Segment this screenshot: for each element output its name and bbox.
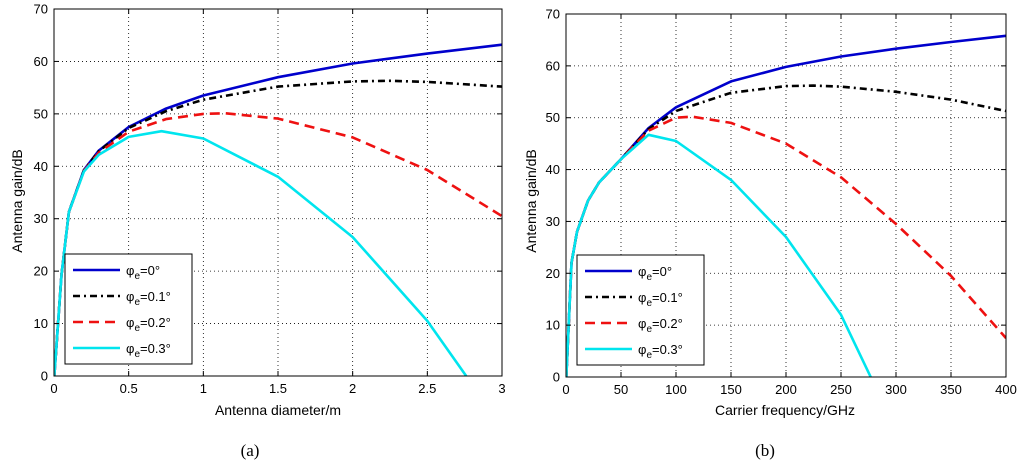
series-line-4 <box>54 129 468 376</box>
legend-label-1: φe=0° <box>638 264 672 283</box>
y-tick-label: 60 <box>546 58 560 73</box>
x-tick-label: 150 <box>720 382 742 397</box>
y-tick-label: 30 <box>546 214 560 229</box>
y-tick-label: 50 <box>34 106 48 121</box>
series-line-3 <box>566 115 1006 377</box>
x-axis-label: Carrier frequency/GHz <box>715 402 855 418</box>
y-tick-label: 70 <box>546 7 560 22</box>
legend-label-2: φe=0.1° <box>126 289 171 308</box>
legend-box <box>576 254 705 366</box>
legend-label-3: φe=0.2° <box>126 315 171 334</box>
y-axis-label: Antenna gain/dB <box>9 149 25 253</box>
legend-label-4: φe=0.3° <box>126 341 171 360</box>
y-tick-label: 70 <box>34 2 48 17</box>
y-tick-label: 30 <box>34 211 48 226</box>
legend: φe=0° φe=0.1° φe=0.2° φe=0.3° <box>576 254 705 366</box>
series-line-4 <box>566 133 872 377</box>
y-tick-label: 10 <box>34 316 48 331</box>
y-tick-label: 10 <box>546 318 560 333</box>
x-tick-label: 0 <box>562 382 569 397</box>
legend-label-4: φe=0.3° <box>638 342 683 361</box>
y-tick-label: 0 <box>553 370 560 385</box>
legend: φe=0° φe=0.1° φe=0.2° φe=0.3° <box>64 253 193 365</box>
x-tick-label: 2.5 <box>418 381 436 396</box>
x-tick-label: 50 <box>614 382 628 397</box>
y-tick-label: 20 <box>34 264 48 279</box>
y-tick-label: 50 <box>546 110 560 125</box>
x-tick-label: 400 <box>995 382 1017 397</box>
x-tick-label: 1.5 <box>269 381 287 396</box>
y-tick-label: 40 <box>34 159 48 174</box>
x-tick-label: 350 <box>940 382 962 397</box>
x-axis-label: Antenna diameter/m <box>215 402 341 418</box>
x-tick-label: 300 <box>885 382 907 397</box>
x-tick-label: 250 <box>830 382 852 397</box>
y-tick-label: 0 <box>41 369 48 384</box>
panel-caption: (b) <box>755 441 775 460</box>
y-tick-label: 60 <box>34 54 48 69</box>
y-tick-label: 40 <box>546 162 560 177</box>
legend-box <box>64 253 193 365</box>
panel-caption: (a) <box>241 441 260 460</box>
chart-panel-a: Antenna gain/dB Antenna diameter/m (a) 0… <box>9 2 506 461</box>
y-tick-label: 20 <box>546 266 560 281</box>
y-axis-label: Antenna gain/dB <box>523 149 539 253</box>
x-tick-label: 1 <box>200 381 207 396</box>
x-tick-label: 100 <box>665 382 687 397</box>
legend-label-3: φe=0.2° <box>638 316 683 335</box>
x-tick-label: 0 <box>50 381 57 396</box>
chart-panel-b: Antenna gain/dB Carrier frequency/GHz (b… <box>523 7 1017 461</box>
legend-label-1: φe=0° <box>126 263 160 282</box>
grid <box>54 9 502 376</box>
x-tick-label: 0.5 <box>120 381 138 396</box>
x-tick-label: 3 <box>498 381 505 396</box>
legend-label-2: φe=0.1° <box>638 290 683 309</box>
x-tick-label: 2 <box>349 381 356 396</box>
x-tick-label: 200 <box>775 382 797 397</box>
